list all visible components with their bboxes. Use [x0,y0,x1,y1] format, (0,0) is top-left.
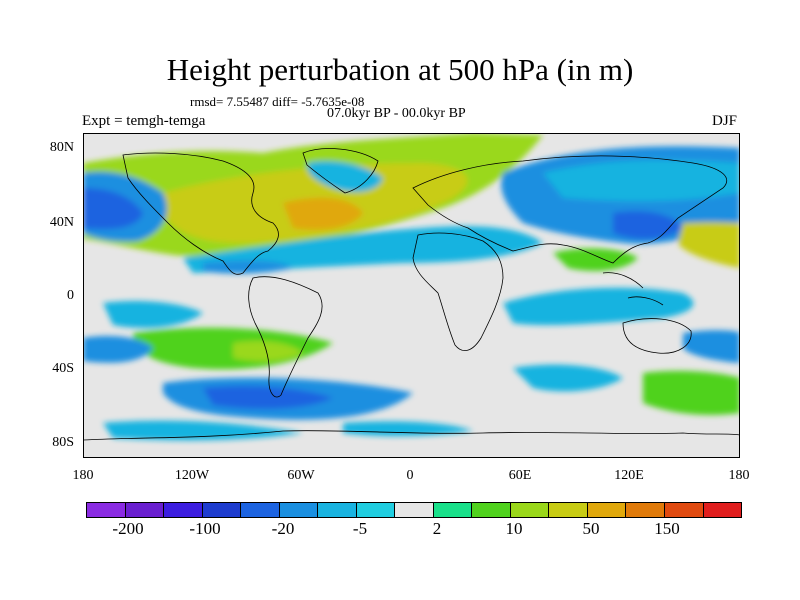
map-canvas [83,133,740,458]
colorbar-swatch [587,503,627,517]
lon-tick-label: 0 [406,468,414,483]
colorbar-swatch [279,503,319,517]
colorbar-swatch [549,503,588,517]
colorbar-label: -5 [352,519,368,538]
colorbar-swatch [318,503,357,517]
lat-tick-label: 0 [67,288,74,303]
lon-tick-label: 180 [72,468,94,483]
colorbar-label: 10 [505,519,523,538]
colorbar-swatch [356,503,396,517]
colorbar-swatch [202,503,242,517]
colorbar-swatch [241,503,280,517]
colorbar-swatch [164,503,203,517]
lat-tick-label: 80N [49,140,74,155]
experiment-label: Expt = temgh-temga [82,113,206,129]
colorbar-swatch [472,503,511,517]
colorbar-label: 50 [582,519,600,538]
colorbar-label: 150 [654,519,680,538]
colorbar-swatch [664,503,704,517]
colorbar-swatch [395,503,434,517]
lat-tick-label: 40N [49,215,74,230]
colorbar-swatch [87,503,126,517]
colorbar-swatch [510,503,550,517]
colorbar-swatch [125,503,165,517]
period-label: 07.0kyr BP - 00.0kyr BP [327,106,466,121]
stats-line: rmsd= 7.55487 diff= -5.7635e-08 [190,94,365,109]
lon-tick-label: 120W [174,468,210,483]
season-label: DJF [712,113,738,129]
lon-tick-label: 60W [287,468,315,483]
lat-tick-label: 80S [52,435,74,450]
colorbar-swatch [626,503,665,517]
colorbar-label: -100 [189,519,221,538]
colorbar-label: -20 [271,519,295,538]
colorbar-swatch [703,503,742,517]
colorbar-label: 2 [432,519,442,538]
map-plot-area [83,133,740,458]
coastline-layer [83,148,740,441]
contour-fill-layer [83,133,740,441]
lon-tick-label: 60E [508,468,532,483]
colorbar-swatch [433,503,473,517]
lon-tick-label: 180 [728,468,750,483]
lat-tick-label: 40S [52,361,74,376]
lon-tick-label: 120E [614,468,644,483]
colorbar [86,502,742,518]
colorbar-label: -200 [112,519,144,538]
plot-title: Height perturbation at 500 hPa (in m) [166,52,634,87]
